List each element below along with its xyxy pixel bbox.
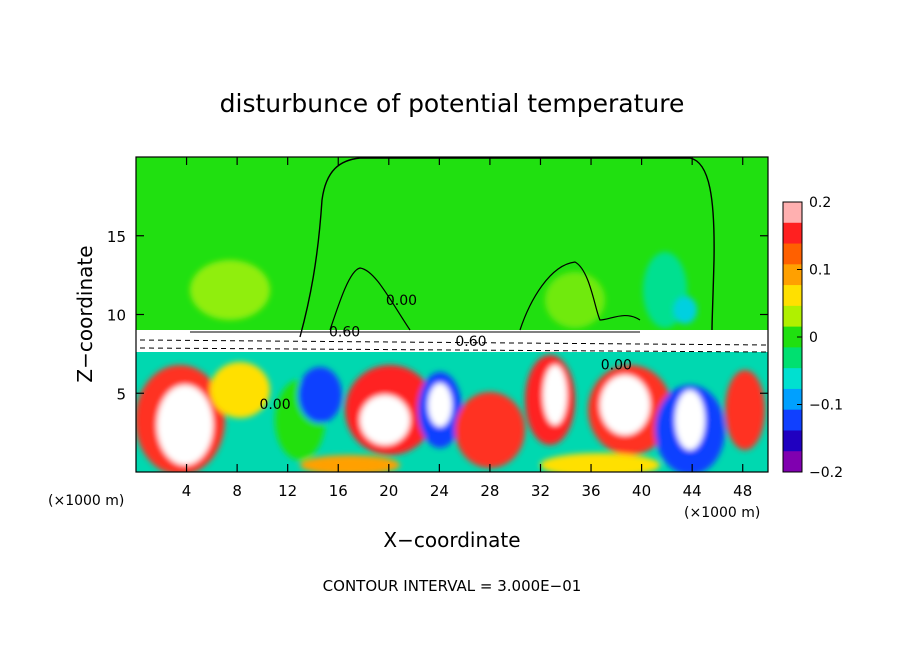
- colorbar-tick-label: 0.1: [809, 263, 831, 279]
- x-tick-label: 44: [683, 482, 702, 500]
- colorbar-segment: [783, 264, 802, 286]
- colorbar-segment: [783, 285, 802, 307]
- contour-label: 0.60: [455, 334, 486, 350]
- chart-title: disturbunce of potential temperature: [220, 89, 685, 118]
- x-tick-label: 12: [278, 482, 297, 500]
- x-tick-label: 16: [329, 482, 348, 500]
- x-unit-left: (×1000 m): [48, 493, 124, 509]
- stable-layer: [136, 330, 768, 352]
- x-axis-ticks: 4 8 12 16 20 24 28 32 36 40 44 48: [182, 157, 752, 500]
- z-unit-right: (×1000 m): [684, 505, 760, 521]
- colorbar-segment: [783, 409, 802, 431]
- x-tick-label: 36: [581, 482, 600, 500]
- contour-label: 0.60: [329, 325, 360, 341]
- contour-zero: [329, 267, 411, 331]
- contour-dashed: [139, 347, 768, 353]
- x-tick-label: 40: [632, 482, 651, 500]
- x-tick-label: 28: [480, 482, 499, 500]
- colorbar-segment: [783, 430, 802, 452]
- contour-zero: [519, 261, 641, 331]
- z-tick-label: 15: [107, 228, 126, 246]
- z-tick-label: 10: [107, 307, 126, 325]
- contour-interval-note: CONTOUR INTERVAL = 3.000E−01: [323, 577, 582, 595]
- colorbar-segment: [783, 243, 802, 265]
- colorbar-segment: [783, 222, 802, 245]
- colorbar-segment: [783, 305, 802, 328]
- warm-anomaly: [545, 272, 605, 328]
- colorbar-tick-label: 0.2: [809, 195, 831, 211]
- colorbar-segment: [783, 347, 802, 369]
- contour-labels: 0.60 0.60 0.00 0.00 0.00: [259, 293, 631, 413]
- colorbar: 0.2 0.1 0 −0.1 −0.2: [782, 195, 843, 481]
- contour-label: 0.00: [386, 293, 417, 309]
- colorbar-segment: [783, 202, 802, 224]
- x-tick-label: 32: [531, 482, 550, 500]
- contour-zero: [299, 157, 715, 338]
- y-axis-label: Z−coordinate: [73, 245, 97, 382]
- colorbar-tick-label: 0: [809, 330, 818, 346]
- colorbar-segment: [783, 368, 802, 390]
- colorbar-segment: [783, 326, 802, 348]
- cool-anomaly: [673, 296, 697, 324]
- colorbar-segment: [783, 451, 802, 473]
- colorbar-tick-label: −0.2: [809, 465, 843, 481]
- contour-dashed: [139, 339, 768, 346]
- x-axis-label: X−coordinate: [383, 528, 520, 552]
- turbulent-eddies: [136, 355, 765, 472]
- x-tick-label: 20: [379, 482, 398, 500]
- contour-label: 0.00: [601, 358, 632, 374]
- colorbar-segment: [783, 388, 802, 411]
- x-tick-label: 8: [232, 482, 242, 500]
- x-tick-label: 48: [733, 482, 752, 500]
- warm-anomaly: [190, 260, 270, 320]
- contour-label: 0.00: [259, 397, 290, 413]
- x-tick-label: 4: [182, 482, 192, 500]
- z-axis-ticks: 5 10 15: [107, 228, 768, 403]
- plot-area: [136, 157, 768, 472]
- x-tick-label: 24: [430, 482, 449, 500]
- colorbar-tick-label: −0.1: [809, 398, 843, 414]
- z-tick-label: 5: [116, 385, 126, 403]
